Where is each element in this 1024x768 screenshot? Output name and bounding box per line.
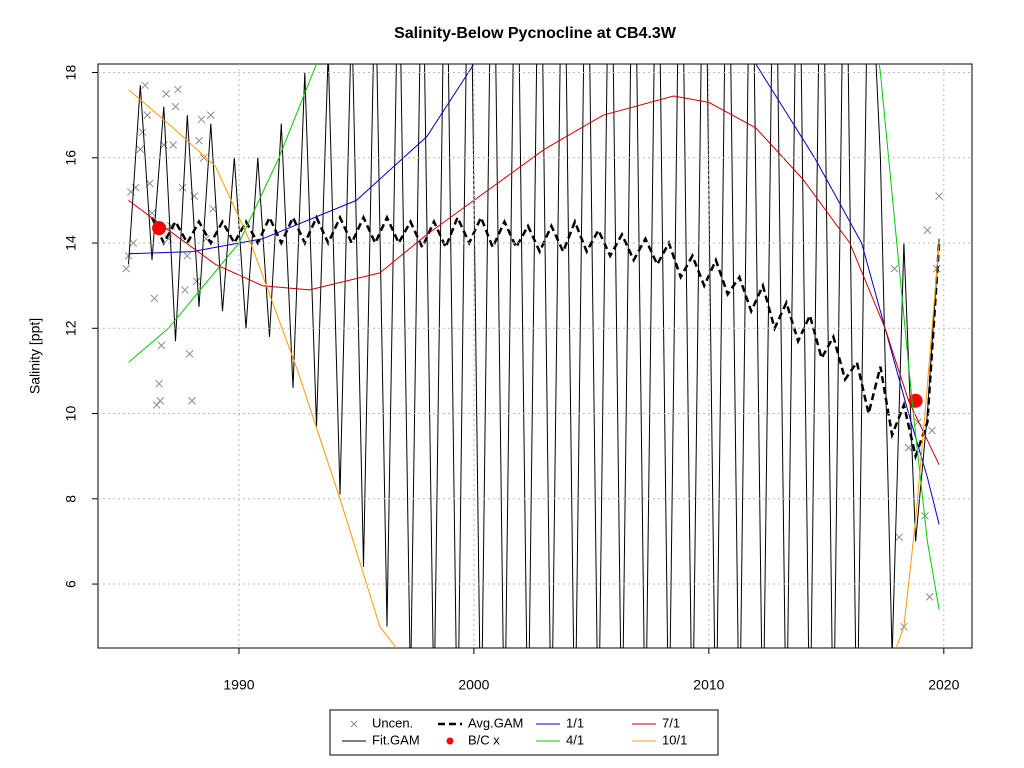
legend-label: 4/1: [566, 732, 584, 747]
plot-frame: [97, 63, 973, 649]
data-point: [181, 286, 189, 294]
data-point: [143, 111, 152, 120]
series-line: [128, 64, 940, 525]
y-tick-label: 14: [63, 235, 79, 251]
x-tick-label: 2010: [693, 677, 724, 693]
data-point: [209, 205, 217, 213]
series-line: [128, 64, 940, 648]
y-tick-label: 12: [63, 320, 79, 336]
data-point: [136, 145, 145, 154]
legend-label: 7/1: [662, 715, 680, 730]
legend-symbol: [350, 720, 358, 728]
data-point: [895, 533, 904, 542]
x-tick-label: 2020: [928, 677, 959, 693]
data-point: [155, 379, 163, 388]
data-point: [935, 192, 943, 200]
data-point: [183, 251, 192, 260]
data-point: [150, 294, 159, 303]
y-tick-label: 18: [63, 65, 79, 81]
y-axis-label: Salinity [ppt]: [27, 318, 43, 394]
data-point: [122, 264, 131, 273]
legend-label: 1/1: [566, 715, 584, 730]
data-point: [188, 396, 196, 405]
data-point: [928, 426, 936, 435]
data-point: [138, 128, 147, 137]
bc-point: [152, 221, 167, 236]
data-point: [890, 264, 899, 273]
series-line: [128, 89, 940, 648]
legend-label: 10/1: [662, 732, 687, 747]
legend-label: Uncen.: [372, 715, 413, 730]
series-line: [128, 64, 940, 610]
legend-symbol: [446, 737, 454, 745]
data-point: [174, 85, 182, 94]
data-point: [904, 443, 913, 452]
data-point: [185, 350, 194, 358]
data-point: [197, 115, 206, 124]
data-point: [178, 183, 187, 192]
x-tick-label: 1990: [223, 677, 254, 693]
data-point: [923, 226, 932, 235]
y-tick-label: 10: [63, 406, 79, 422]
data-point: [169, 141, 178, 149]
data-point: [206, 111, 215, 120]
data-point: [156, 396, 165, 405]
legend-label: Avg.GAM: [468, 715, 523, 730]
data-point: [925, 592, 934, 601]
y-tick-label: 8: [63, 495, 79, 503]
legend-box: [329, 709, 719, 756]
y-tick-label: 16: [63, 150, 79, 166]
data-point: [157, 341, 166, 350]
legend-label: B/C x: [468, 732, 500, 747]
series-line: [150, 214, 941, 461]
chart-title: Salinity-Below Pycnocline at CB4.3W: [394, 25, 677, 42]
data-point: [148, 209, 156, 218]
data-point: [162, 89, 170, 98]
plot-area: [122, 64, 943, 648]
legend-label: Fit.GAM: [372, 732, 420, 747]
data-point: [195, 136, 203, 145]
y-tick-label: 6: [63, 580, 79, 588]
x-tick-label: 2000: [458, 677, 489, 693]
series-line: [128, 95, 940, 465]
data-point: [171, 102, 180, 111]
data-point: [152, 401, 161, 409]
data-point: [192, 277, 201, 286]
data-point: [141, 81, 149, 90]
